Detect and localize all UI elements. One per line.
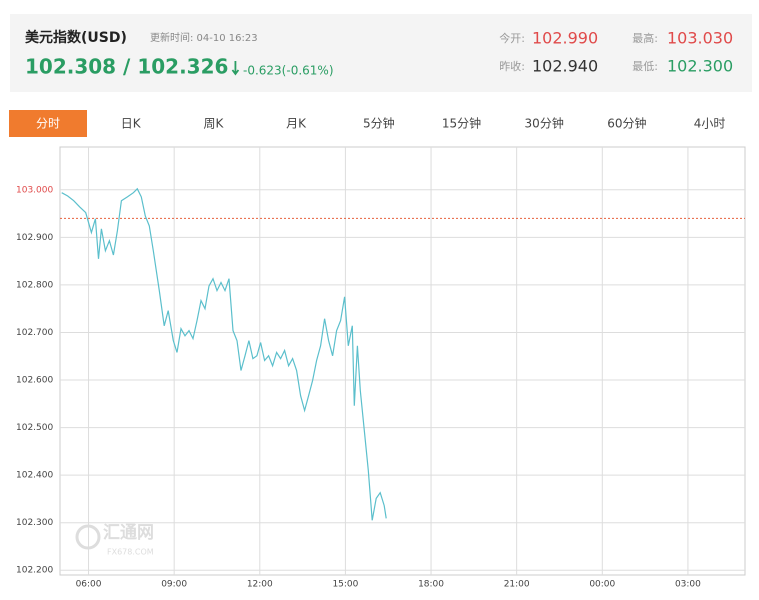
x-tick-label: 09:00 bbox=[161, 580, 187, 590]
update-time: 更新时间: 04-10 16:23 bbox=[150, 31, 258, 44]
down-arrow-icon bbox=[231, 61, 240, 76]
tab[interactable]: 周K bbox=[203, 117, 224, 131]
active-tab-bg bbox=[9, 110, 87, 137]
stat-label: 最高: bbox=[632, 31, 658, 45]
tab[interactable]: 月K bbox=[286, 117, 307, 131]
stat-value: 102.990 bbox=[532, 29, 598, 48]
x-tick-label: 00:00 bbox=[589, 580, 615, 590]
tab[interactable]: 日K bbox=[121, 117, 142, 131]
y-tick-label: 102.900 bbox=[16, 233, 53, 243]
watermark-name: 汇通网 bbox=[103, 523, 154, 543]
stat-label: 今开: bbox=[499, 31, 525, 45]
stat-label: 昨收: bbox=[499, 59, 525, 73]
tab[interactable]: 30分钟 bbox=[525, 116, 564, 131]
x-tick-label: 18:00 bbox=[418, 580, 444, 590]
watermark-logo bbox=[75, 524, 101, 550]
y-tick-label: 102.200 bbox=[16, 566, 53, 576]
header-panel bbox=[10, 14, 752, 92]
tab[interactable]: 5分钟 bbox=[363, 116, 395, 131]
x-tick-label: 03:00 bbox=[675, 580, 701, 590]
y-tick-label: 102.700 bbox=[16, 328, 53, 338]
stat-label: 最低: bbox=[632, 60, 658, 73]
price-line bbox=[61, 187, 387, 521]
x-tick-label: 15:00 bbox=[332, 580, 358, 590]
tab[interactable]: 15分钟 bbox=[442, 116, 481, 131]
tab[interactable]: 4小时 bbox=[694, 117, 726, 131]
y-tick-label: 102.300 bbox=[16, 518, 53, 528]
x-tick-label: 06:00 bbox=[76, 580, 102, 590]
x-tick-label: 12:00 bbox=[247, 580, 273, 590]
y-tick-label: 102.600 bbox=[16, 376, 53, 386]
stat-value: 102.940 bbox=[532, 57, 598, 76]
y-tick-label: 102.500 bbox=[16, 423, 53, 433]
title: 美元指数(USD) bbox=[25, 29, 127, 46]
y-tick-label: 103.000 bbox=[16, 185, 53, 195]
watermark-site: FX678.COM bbox=[107, 548, 154, 557]
stat-value: 102.300 bbox=[667, 57, 733, 76]
tab-bar bbox=[10, 110, 747, 137]
plot-frame bbox=[59, 146, 746, 576]
price: 102.308 / 102.326 bbox=[25, 55, 228, 79]
tab[interactable]: 分时 bbox=[36, 117, 60, 131]
y-tick-label: 102.800 bbox=[16, 280, 53, 290]
change: -0.623(-0.61%) bbox=[243, 64, 334, 78]
tab[interactable]: 60分钟 bbox=[607, 116, 646, 131]
stat-value: 103.030 bbox=[667, 29, 733, 48]
x-tick-label: 21:00 bbox=[504, 580, 530, 590]
y-tick-label: 102.400 bbox=[16, 471, 53, 481]
